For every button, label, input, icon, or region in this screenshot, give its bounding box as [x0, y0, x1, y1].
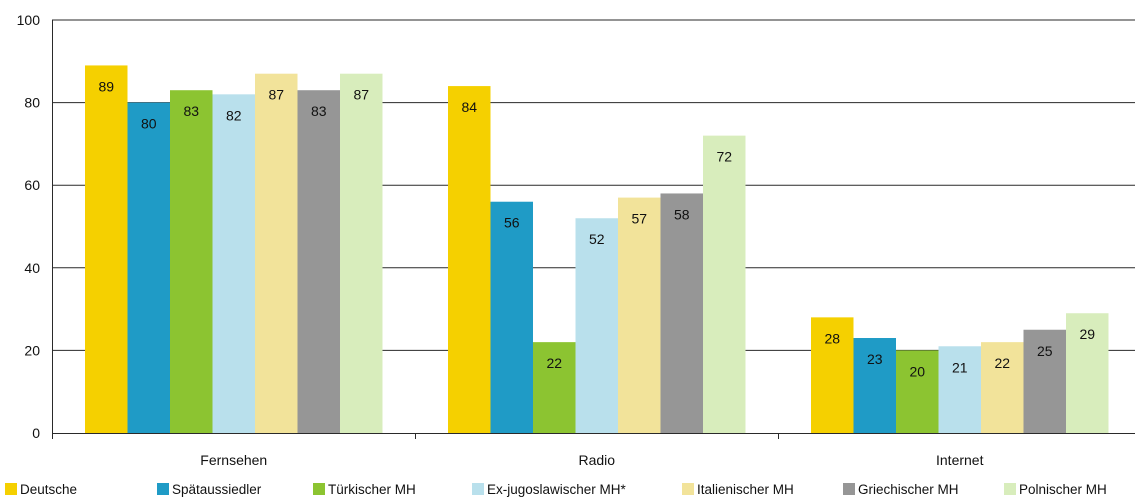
bar-value-label: 28	[824, 330, 840, 346]
bar	[1066, 313, 1109, 433]
legend: Deutsche Spätaussiedler Türkischer MH Ex-ju…	[5, 482, 1107, 497]
bar-value-label: 83	[311, 103, 327, 119]
bar-value-label: 57	[631, 211, 647, 227]
bar-value-label: 87	[268, 87, 284, 103]
bar-value-label: 82	[226, 107, 242, 123]
y-tick-label: 60	[24, 177, 40, 193]
bar-value-label: 21	[952, 359, 968, 375]
legend-label: Polnischer MH	[1019, 482, 1107, 497]
legend-item: Türkischer MH	[313, 482, 416, 497]
y-axis: 0 20 40 60 80 100	[17, 12, 53, 441]
bar-value-label: 22	[994, 355, 1010, 371]
bar-value-label: 52	[589, 231, 605, 247]
y-tick-label: 80	[24, 95, 40, 111]
legend-label: Ex-jugoslawischer MH*	[487, 482, 627, 497]
bar-value-label: 84	[461, 99, 477, 115]
legend-swatch	[157, 483, 169, 495]
bar-value-label: 22	[546, 355, 562, 371]
bar-value-label: 56	[504, 215, 520, 231]
y-tick-label: 20	[24, 342, 40, 358]
bar	[660, 193, 703, 433]
legend-item: Ex-jugoslawischer MH*	[472, 482, 627, 497]
legend-item: Polnischer MH	[1004, 482, 1107, 497]
legend-swatch	[1004, 483, 1016, 495]
legend-item: Italienischer MH	[682, 482, 794, 497]
legend-label: Deutsche	[20, 482, 77, 497]
bar	[981, 342, 1024, 433]
legend-item: Griechischer MH	[843, 482, 959, 497]
bar	[448, 86, 491, 433]
legend-swatch	[472, 483, 484, 495]
x-tick-label: Radio	[578, 452, 615, 468]
bar	[938, 346, 981, 433]
bar	[297, 90, 340, 434]
bar	[853, 338, 896, 433]
x-tick-label: Internet	[936, 452, 984, 468]
bar-value-label: 72	[716, 149, 732, 165]
bar	[85, 65, 128, 434]
bar-value-label: 89	[98, 78, 114, 94]
bar-value-label: 20	[909, 363, 925, 379]
bar-value-label: 87	[353, 87, 369, 103]
bar-value-label: 58	[674, 206, 690, 222]
legend-label: Italienischer MH	[697, 482, 794, 497]
bar	[533, 342, 576, 433]
legend-swatch	[313, 483, 325, 495]
bar-value-label: 80	[141, 116, 157, 132]
legend-label: Griechischer MH	[858, 482, 959, 497]
bar	[212, 94, 255, 433]
legend-label: Spätaussiedler	[172, 482, 262, 497]
bars: 89 80 83 82 87 83 87 84 56 22 52 57 58 72 28 23 20 21 22 25…	[85, 65, 1109, 434]
bar	[811, 317, 854, 433]
x-axis: Fernsehen Radio Internet	[52, 433, 1135, 468]
y-tick-label: 0	[32, 425, 40, 441]
bar-value-label: 83	[183, 103, 199, 119]
legend-swatch	[682, 483, 694, 495]
x-tick-label: Fernsehen	[200, 452, 267, 468]
bar	[340, 73, 383, 433]
bar	[255, 73, 298, 433]
bar	[1023, 329, 1066, 433]
legend-swatch	[5, 483, 17, 495]
legend-item: Deutsche	[5, 482, 77, 497]
bar	[618, 197, 661, 433]
bar	[127, 102, 170, 433]
bar-value-label: 25	[1037, 343, 1053, 359]
y-tick-label: 40	[24, 260, 40, 276]
legend-label: Türkischer MH	[328, 482, 416, 497]
y-tick-label: 100	[17, 12, 41, 28]
legend-item: Spätaussiedler	[157, 482, 262, 497]
legend-swatch	[843, 483, 855, 495]
bar	[490, 201, 533, 433]
bar-value-label: 23	[867, 351, 883, 367]
bar	[575, 218, 618, 433]
bar	[703, 135, 746, 433]
bar	[896, 350, 939, 433]
bar-value-label: 29	[1079, 326, 1095, 342]
bar	[170, 90, 213, 434]
